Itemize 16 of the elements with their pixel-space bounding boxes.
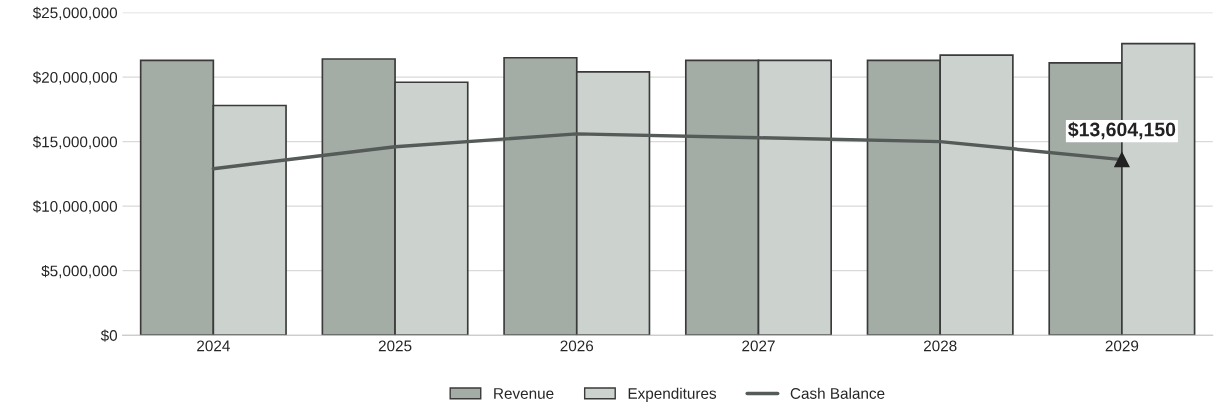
- legend-label: Revenue: [494, 388, 554, 399]
- legend-label: Expenditures: [628, 387, 717, 402]
- y-tick-label: $25,000,000: [32, 6, 118, 21]
- legend-label: Cash Balance: [790, 387, 885, 399]
- x-tick-label: 2025: [378, 340, 412, 352]
- data-label: $13,604,150: [1068, 121, 1176, 140]
- y-tick-label: $15,000,000: [32, 135, 118, 150]
- y-tick-label: $5,000,000: [41, 264, 118, 279]
- x-tick-label: 2027: [742, 340, 775, 352]
- x-tick-label: 2028: [923, 340, 957, 352]
- x-tick-label: 2024: [197, 340, 230, 352]
- y-tick-label: $10,000,000: [32, 200, 118, 214]
- x-tick-label: 2029: [1105, 340, 1139, 352]
- x-tick-label: 2026: [560, 340, 594, 352]
- y-tick-label: $0: [100, 329, 118, 342]
- y-tick-label: $20,000,000: [32, 71, 118, 85]
